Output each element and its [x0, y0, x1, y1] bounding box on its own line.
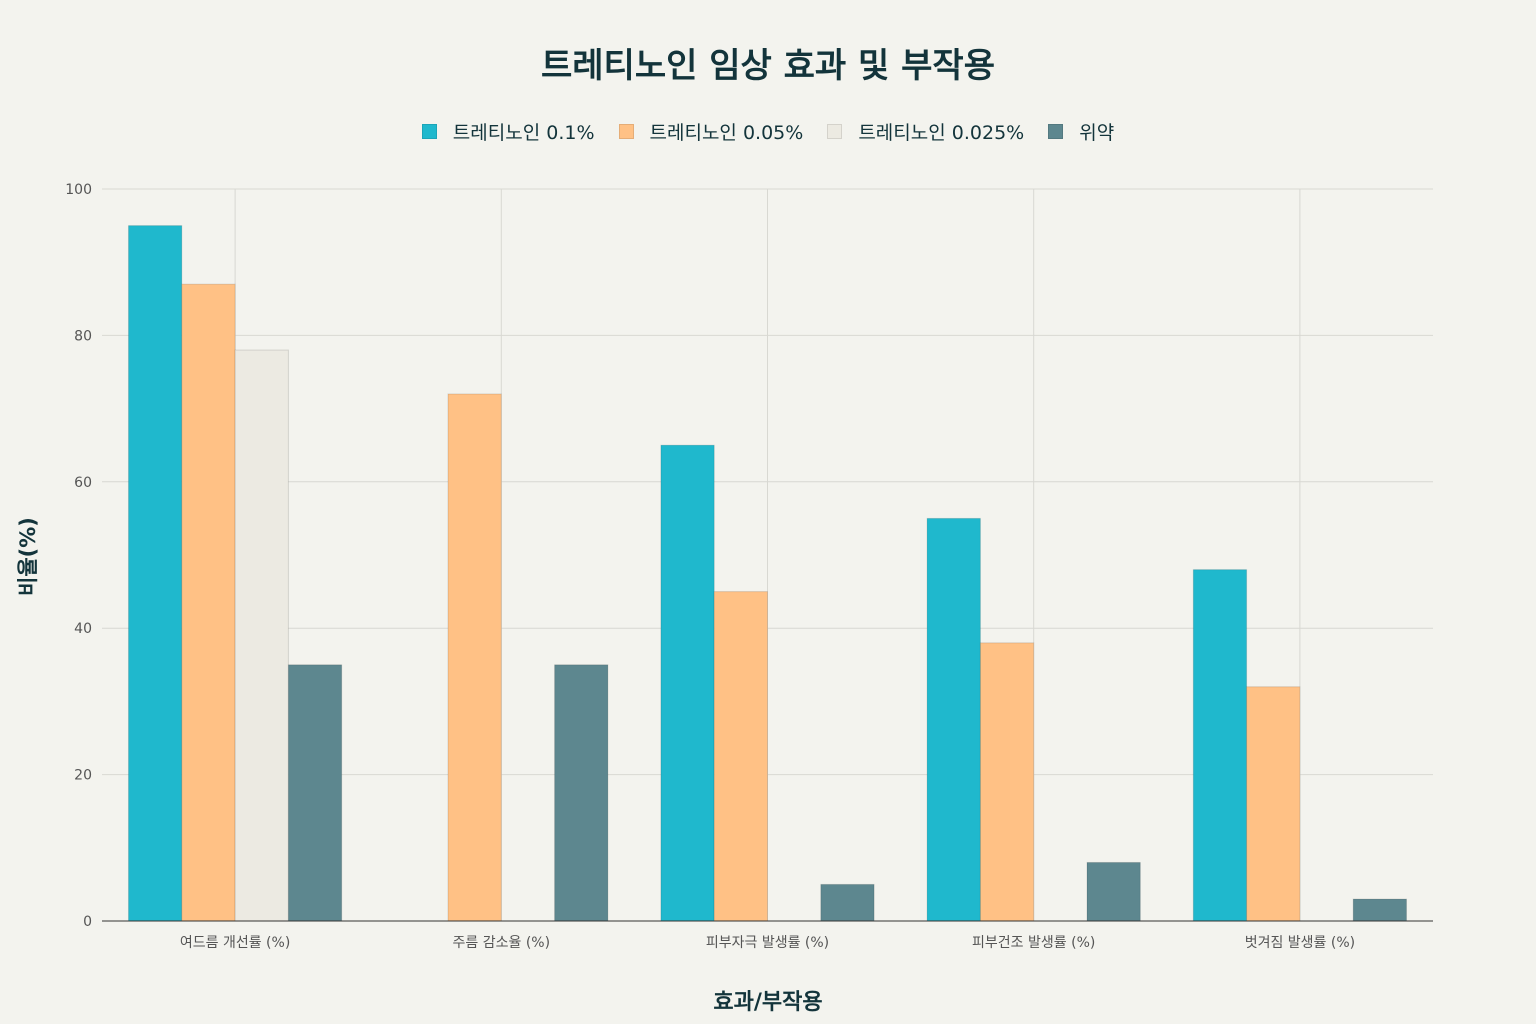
bar — [979, 642, 1035, 922]
legend-swatch — [1048, 124, 1064, 139]
bar — [128, 225, 183, 922]
bar — [660, 444, 715, 922]
y-tick-label: 40 — [74, 621, 92, 637]
legend-item[interactable]: 트레티노인 0.05% — [618, 118, 804, 145]
x-tick-label: 피부자극 발생률 (%) — [706, 935, 829, 951]
legend-item[interactable]: 트레티노인 0.1% — [421, 118, 595, 145]
legend-label: 트레티노인 0.1% — [452, 122, 595, 144]
bar — [181, 283, 236, 922]
legend-swatch — [827, 124, 843, 139]
bar — [713, 591, 769, 922]
chart-title: 트레티노인 임상 효과 및 부작용 — [541, 46, 995, 86]
bar — [287, 664, 343, 922]
y-tick-label: 20 — [74, 768, 92, 784]
bar — [234, 349, 289, 922]
x-tick-label: 벗겨짐 발생률 (%) — [1245, 935, 1355, 951]
bar — [820, 883, 875, 922]
legend-item[interactable]: 위약 — [1048, 118, 1114, 145]
x-tick-label: 주름 감소율 (%) — [453, 935, 551, 951]
x-tick-label: 여드름 개선률 (%) — [180, 935, 290, 951]
x-tick-label: 피부건조 발생률 (%) — [972, 935, 1095, 951]
bar — [1192, 569, 1248, 922]
legend-item[interactable]: 트레티노인 0.025% — [827, 118, 1024, 145]
legend-label: 위약 — [1079, 122, 1115, 144]
y-tick-label: 60 — [74, 475, 92, 491]
bar — [926, 517, 981, 922]
bar — [447, 393, 502, 922]
y-tick-label: 100 — [65, 182, 92, 198]
bar — [554, 664, 609, 922]
bar — [1086, 861, 1141, 922]
legend: 트레티노인 0.1% 트레티노인 0.05% 트레티노인 0.025% 위약 — [0, 118, 1536, 145]
y-tick-label: 0 — [83, 914, 92, 930]
legend-swatch — [421, 124, 437, 139]
legend-label: 트레티노인 0.05% — [649, 122, 804, 144]
bar — [1352, 898, 1407, 922]
bar — [1246, 686, 1301, 922]
y-tick-label: 80 — [74, 328, 92, 344]
x-axis-label: 효과/부작용 — [713, 990, 823, 1015]
legend-label: 트레티노인 0.025% — [858, 122, 1025, 144]
legend-swatch — [618, 124, 634, 139]
